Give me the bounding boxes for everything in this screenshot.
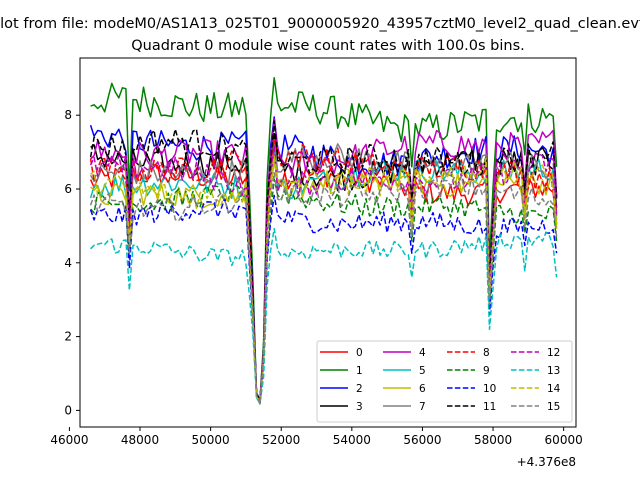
legend-label-9: 9	[483, 365, 490, 377]
x-tick-label: 50000	[192, 433, 230, 447]
series-line-7	[89, 138, 558, 402]
plot-frame	[79, 57, 577, 428]
series-line-11	[89, 120, 558, 402]
y-tick-label: 2	[64, 330, 72, 344]
figure-suptitle: Plot from file: modeM0/AS1A13_025T01_900…	[0, 16, 640, 32]
legend-label-1: 1	[356, 365, 363, 377]
x-tick-label: 60000	[545, 433, 583, 447]
y-tick-label: 6	[64, 182, 72, 196]
x-tick-label: 54000	[333, 433, 371, 447]
series-line-9	[90, 178, 558, 403]
legend-label-12: 12	[547, 347, 560, 359]
legend-label-14: 14	[547, 383, 561, 395]
chart-title: Quadrant 0 module wise count rates with …	[131, 38, 525, 54]
series-line-14	[90, 155, 558, 402]
y-tick-label: 0	[64, 403, 72, 417]
x-tick-label: 48000	[121, 433, 159, 447]
legend-label-13: 13	[547, 365, 560, 377]
y-tick-label: 8	[64, 108, 72, 122]
x-tick-label: 58000	[474, 433, 512, 447]
legend-label-15: 15	[547, 401, 560, 413]
x-offset-label: +4.376e8	[517, 455, 576, 469]
series-line-8	[89, 138, 558, 403]
legend-label-3: 3	[356, 401, 363, 413]
x-tick-label: 46000	[50, 433, 88, 447]
legend-label-11: 11	[483, 401, 496, 413]
series-layer	[89, 76, 558, 406]
legend-label-5: 5	[419, 365, 426, 377]
legend-label-2: 2	[356, 383, 363, 395]
y-tick-label: 4	[64, 256, 72, 270]
legend-label-7: 7	[419, 401, 426, 413]
legend-label-8: 8	[483, 347, 490, 359]
series-line-1	[90, 76, 558, 401]
x-tick-label: 56000	[403, 433, 441, 447]
legend-label-6: 6	[419, 383, 426, 395]
legend-label-0: 0	[356, 347, 363, 359]
x-axis: 46000 48000 50000 52000 54000 56000 58000 60000	[50, 427, 583, 447]
legend-frame	[316, 340, 573, 423]
series-line-15	[89, 172, 558, 406]
legend-label-4: 4	[419, 347, 426, 359]
x-tick-label: 52000	[262, 433, 300, 447]
series-line-12	[89, 145, 558, 403]
y-axis: 0 2 4 6 8	[64, 108, 80, 417]
series-line-13	[90, 227, 558, 405]
legend-label-10: 10	[483, 383, 496, 395]
